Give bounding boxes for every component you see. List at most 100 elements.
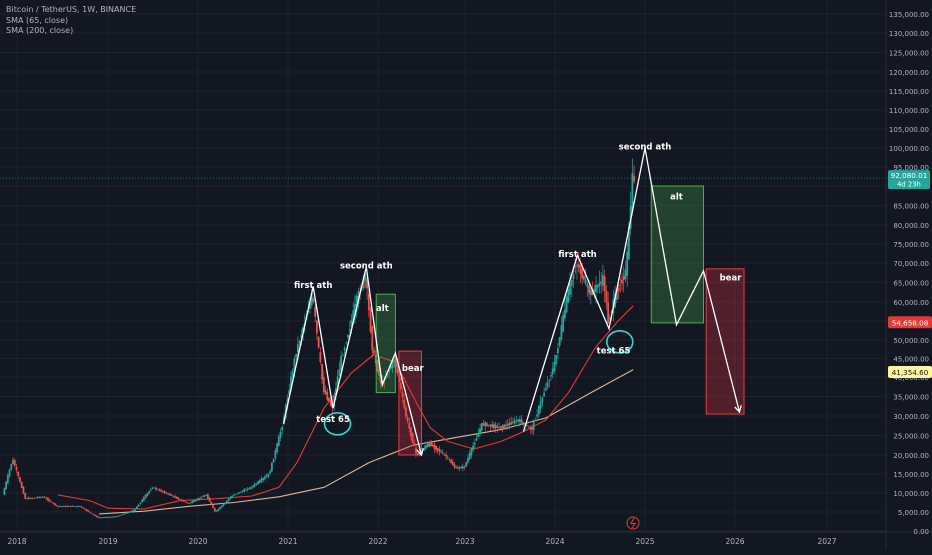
- candle-body: [248, 487, 251, 490]
- annotation-label[interactable]: bear: [402, 364, 425, 374]
- candle-body: [208, 497, 211, 502]
- candle-body: [61, 506, 63, 508]
- candle-body: [210, 501, 213, 505]
- candle-body: [92, 513, 95, 515]
- candle-body: [111, 516, 114, 518]
- lightning-icon[interactable]: [626, 516, 640, 530]
- sma-65-legend[interactable]: SMA (65, close): [6, 15, 69, 25]
- candle-body: [62, 505, 65, 507]
- annotation-label[interactable]: second ath: [340, 262, 393, 272]
- candle-body: [520, 419, 523, 425]
- swing-path-2021[interactable]: [282, 266, 423, 456]
- candle-body: [499, 426, 502, 429]
- candle-body: [603, 276, 606, 292]
- x-tick-label: 2019: [98, 537, 117, 546]
- candle-body: [31, 498, 34, 499]
- candle-body: [45, 497, 48, 499]
- candle-body: [393, 360, 396, 362]
- candle-body: [607, 302, 610, 324]
- swing-path-2025[interactable]: [522, 147, 741, 432]
- candle-body: [336, 376, 339, 388]
- annotation-label[interactable]: second ath: [619, 143, 672, 153]
- annotation-label[interactable]: test 65: [597, 347, 631, 357]
- symbol-title[interactable]: Bitcoin / TetherUS, 1W, BINANCE: [6, 5, 137, 14]
- candle-body: [200, 497, 202, 499]
- candle-body: [55, 505, 58, 507]
- annotation-label[interactable]: alt: [376, 304, 389, 314]
- candle-body: [539, 401, 542, 409]
- annotation-label[interactable]: bear: [720, 273, 743, 283]
- annotation-label[interactable]: test 65: [316, 415, 350, 425]
- y-tick-label: 115,000.00: [889, 88, 929, 96]
- candle-body: [38, 496, 41, 498]
- candle-body: [94, 514, 97, 516]
- candle-body: [245, 489, 247, 491]
- bear-projection-box[interactable]: [398, 350, 423, 456]
- candle-body: [168, 493, 171, 496]
- candle-body: [155, 487, 157, 490]
- test-65-circle[interactable]: [323, 411, 352, 436]
- y-tick-label: 45,000.00: [893, 356, 929, 364]
- candle-body: [165, 492, 168, 494]
- candle-body: [198, 497, 201, 500]
- annotation-label[interactable]: first ath: [294, 281, 332, 291]
- candle-body: [348, 329, 351, 331]
- annotation-label[interactable]: alt: [670, 193, 683, 203]
- candle-body: [212, 505, 214, 508]
- candle-body: [496, 426, 499, 428]
- candle-body: [548, 380, 551, 381]
- candle-body: [436, 448, 439, 451]
- annotation-label[interactable]: first ath: [558, 250, 596, 260]
- candle-body: [602, 274, 604, 286]
- candle-body: [389, 366, 392, 369]
- y-tick-label: 25,000.00: [893, 433, 929, 441]
- sma-price-value: 41,354.60: [892, 368, 929, 377]
- candle-body: [401, 392, 404, 398]
- candle-body: [413, 442, 416, 447]
- candle-body: [142, 497, 145, 501]
- candle-body: [108, 516, 111, 518]
- candle-body: [179, 499, 182, 501]
- bear-projection-box[interactable]: [705, 268, 745, 415]
- candle-body: [314, 306, 317, 317]
- candle-body: [369, 308, 372, 333]
- candle-body: [243, 489, 246, 492]
- candle-body: [324, 390, 327, 394]
- sma-price-tag[interactable]: 54,658.08: [888, 316, 932, 329]
- candle-body: [115, 516, 118, 518]
- candle-body: [518, 419, 521, 422]
- candle-body: [321, 364, 323, 380]
- time-axis[interactable]: [0, 532, 932, 550]
- candle-body: [36, 497, 39, 499]
- candle-body: [440, 451, 442, 453]
- candle-body: [343, 347, 346, 351]
- candle-body: [167, 493, 169, 495]
- candle-body: [194, 499, 197, 502]
- candle-body: [22, 486, 25, 494]
- candle-body: [288, 390, 291, 395]
- candle-body: [113, 516, 116, 518]
- candle-body: [596, 285, 599, 288]
- candle-body: [512, 421, 514, 424]
- test-65-circle[interactable]: [605, 330, 634, 354]
- price-axis[interactable]: [886, 0, 932, 550]
- candle-body: [149, 489, 152, 491]
- sma-price-tag[interactable]: 41,354.60: [888, 365, 932, 378]
- y-tick-label: 5,000.00: [898, 509, 929, 517]
- sma-price-tag-bg: [888, 316, 932, 329]
- candle-body: [608, 317, 611, 319]
- candle-body: [177, 497, 180, 500]
- alt-projection-box[interactable]: [650, 185, 704, 324]
- candle-body: [286, 398, 289, 406]
- candle-body: [378, 368, 381, 376]
- candle-body: [250, 487, 253, 489]
- candle-body: [13, 460, 16, 466]
- sma-200-legend[interactable]: SMA (200, close): [6, 26, 74, 35]
- candle-body: [345, 342, 348, 344]
- candle-body: [104, 517, 107, 518]
- candle-body: [373, 350, 375, 354]
- candle-body: [456, 467, 459, 469]
